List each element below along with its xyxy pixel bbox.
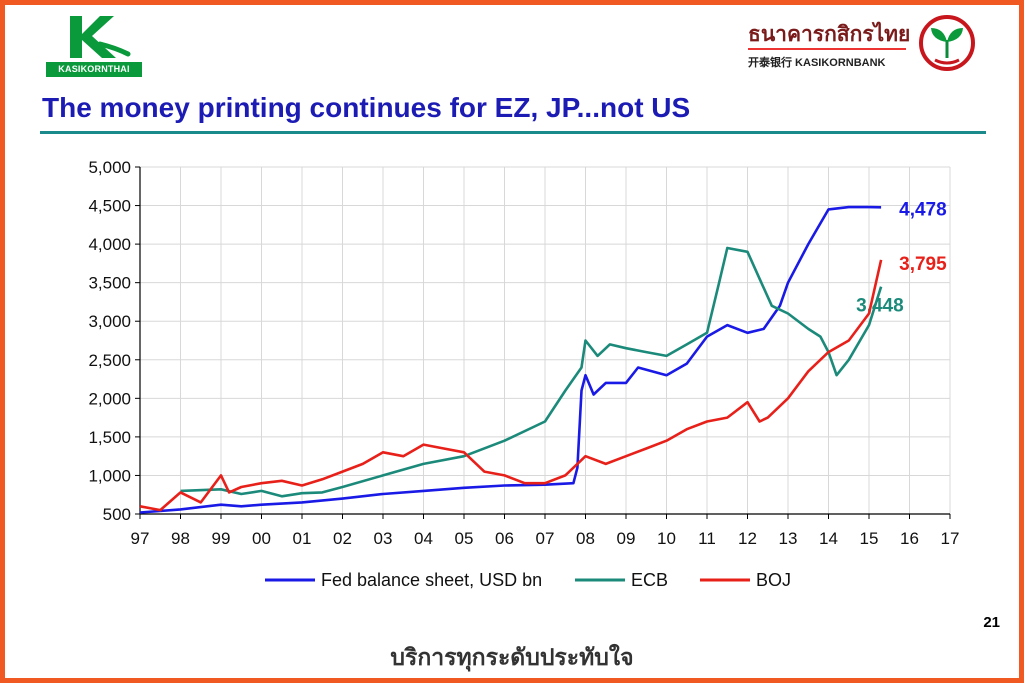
x-tick-label: 12	[738, 529, 757, 548]
x-tick-label: 11	[698, 529, 716, 548]
y-tick-label: 500	[103, 505, 131, 524]
x-tick-label: 99	[212, 529, 231, 548]
x-tick-label: 13	[779, 529, 798, 548]
y-tick-label: 3,500	[88, 274, 131, 293]
x-tick-label: 00	[252, 529, 271, 548]
y-tick-label: 3,000	[88, 312, 131, 331]
x-tick-label: 09	[617, 529, 636, 548]
x-tick-label: 98	[171, 529, 190, 548]
y-tick-label: 1,000	[88, 466, 131, 485]
x-tick-label: 06	[495, 529, 514, 548]
page-number: 21	[983, 614, 1000, 631]
balance-sheet-chart: 500 1,000 1,500 2,000 2,500 3,000 3,500 4,000 4,…	[88, 158, 960, 590]
legend-label: ECB	[631, 570, 668, 590]
x-tick-label: 07	[536, 529, 555, 548]
legend-label: BOJ	[756, 570, 791, 590]
series-end-label: 3,795	[899, 254, 947, 275]
kasikornthai-logo: KASIKORNTHAI	[46, 14, 142, 78]
bank-name-english: 开泰银行 KASIKORNBANK	[748, 57, 886, 69]
y-tick-label: 2,500	[88, 351, 131, 370]
kasikornbank-logo: ธนาคารกสิกรไทย 开泰银行 KASIKORNBANK	[748, 14, 980, 78]
y-tick-label: 1,500	[88, 428, 131, 447]
bank-name-underline	[748, 48, 906, 50]
x-tick-label: 08	[576, 529, 595, 548]
y-tick-label: 4,000	[88, 235, 131, 254]
x-tick-label: 97	[131, 529, 150, 548]
series-line-boj	[139, 259, 883, 512]
title-divider	[40, 131, 986, 134]
legend-label: Fed balance sheet, USD bn	[321, 570, 542, 590]
x-tick-label: 02	[333, 529, 352, 548]
x-tick-label: 15	[860, 529, 879, 548]
x-tick-label: 01	[293, 529, 312, 548]
series-line-fed	[139, 205, 882, 514]
x-tick-label: 05	[455, 529, 474, 548]
y-tick-label: 2,000	[88, 389, 131, 408]
x-tick-label: 14	[819, 529, 838, 548]
bank-emblem-icon	[919, 15, 975, 71]
kasikornthai-label: KASIKORNTHAI	[46, 62, 142, 77]
x-tick-label: 03	[374, 529, 393, 548]
y-tick-label: 5,000	[88, 158, 131, 177]
k-logo-icon	[70, 16, 131, 58]
footer-slogan: บริการทุกระดับประทับใจ	[390, 645, 634, 671]
x-tick-label: 04	[414, 529, 433, 548]
x-tick-label: 17	[941, 529, 960, 548]
series-end-label: 3,448	[856, 296, 904, 317]
bank-name-thai: ธนาคารกสิกรไทย	[748, 22, 911, 46]
series-end-label: 4,478	[899, 199, 947, 220]
x-tick-label: 10	[657, 529, 676, 548]
page-title: The money printing continues for EZ, JP.…	[42, 92, 691, 123]
series-line-ecb	[180, 246, 883, 498]
x-tick-label: 16	[900, 529, 919, 548]
y-tick-label: 4,500	[88, 197, 131, 216]
